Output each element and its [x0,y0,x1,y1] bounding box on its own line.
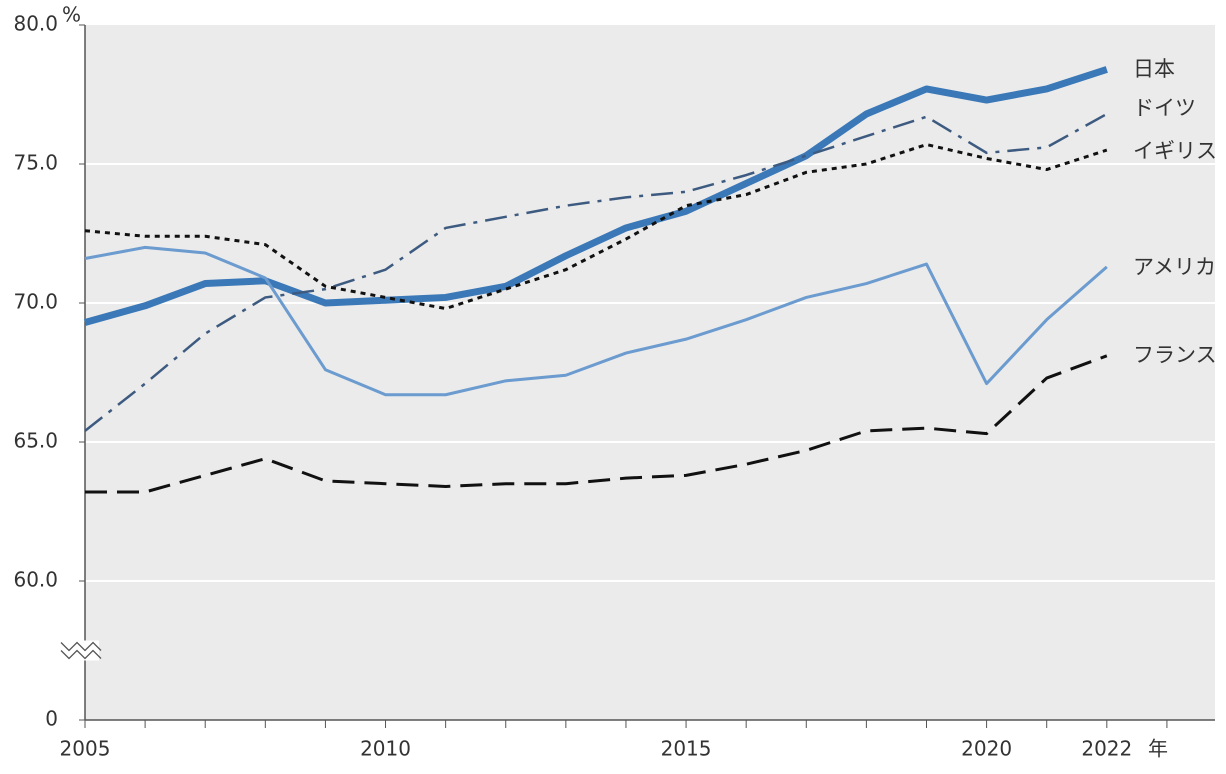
series-line [84,143,1108,311]
y-unit: % [62,3,81,27]
plot-area [85,25,1215,720]
x-tick-label: 2005 [60,737,111,761]
series-label: 日本 [1133,57,1175,81]
y-tick-label: 60.0 [13,568,58,592]
series-line [84,112,1108,432]
y-tick-label: 75.0 [13,151,58,175]
axis-break [60,641,102,660]
series-label: アメリカ [1133,255,1216,279]
y-tick-label: 70.0 [13,290,58,314]
series-label: ドイツ [1133,96,1196,120]
series-line [84,245,1108,397]
series-line [84,66,1108,326]
x-tick-label: 2015 [661,737,712,761]
y-tick-label: 0 [45,707,58,731]
y-tick-label: 80.0 [13,12,58,36]
series-label: イギリス [1133,139,1217,163]
y-tick-label: 65.0 [13,429,58,453]
x-unit: 年 [1148,737,1168,761]
x-tick-label: 2020 [961,737,1012,761]
series-label: フランス [1133,343,1217,367]
x-tick-label: 2022 [1081,737,1132,761]
series-line [85,354,1108,494]
x-tick-label: 2010 [360,737,411,761]
